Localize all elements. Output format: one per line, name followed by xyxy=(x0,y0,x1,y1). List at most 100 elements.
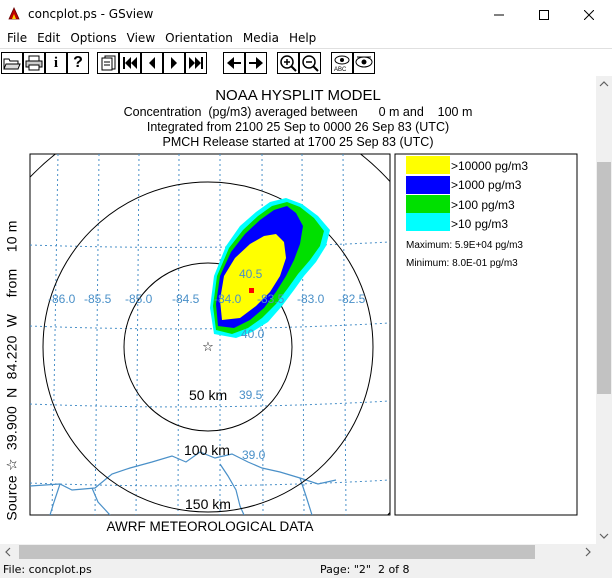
legend-swatch-blue xyxy=(406,176,450,194)
eye-button[interactable] xyxy=(353,52,375,74)
menu-orientation[interactable]: Orientation xyxy=(165,31,233,45)
lon-label: -84.0 xyxy=(214,292,242,306)
lon-label: -85.0 xyxy=(125,292,153,306)
forward-button[interactable] xyxy=(245,52,267,74)
scroll-up-icon[interactable] xyxy=(596,76,612,92)
last-page-button[interactable] xyxy=(185,52,207,74)
display-settings-button[interactable]: ABC xyxy=(331,52,353,74)
goto-page-icon xyxy=(101,55,116,71)
map-panel: ☆ -86.0 -85.5 -85.0 -84.5 -84.0 -83.5 -8… xyxy=(29,153,578,516)
horizontal-scrollbar[interactable] xyxy=(0,544,596,560)
plot-subtitle-integration: Integrated from 2100 25 Sep to 0000 26 S… xyxy=(146,120,450,134)
lat-label: 40.5 xyxy=(239,267,263,281)
ring-labels: 50 km 100 km 150 km xyxy=(184,387,231,512)
legend-label: >10000 pg/m3 xyxy=(451,159,528,173)
back-button[interactable] xyxy=(223,52,245,74)
legend-label: >100 pg/m3 xyxy=(451,198,515,212)
window-title: concplot.ps - GSview xyxy=(28,7,154,21)
menu-media[interactable]: Media xyxy=(242,31,279,45)
vertical-scrollbar[interactable] xyxy=(596,76,612,544)
lat-label: 39.5 xyxy=(239,388,263,402)
display-settings-icon: ABC xyxy=(334,55,350,72)
legend-maximum: Maximum: 5.9E+04 pg/m3 xyxy=(406,240,523,251)
plot-title: NOAA HYSPLIT MODEL xyxy=(215,87,381,104)
lon-label: -86.0 xyxy=(48,292,76,306)
zoom-in-button[interactable] xyxy=(277,52,299,74)
map-frame xyxy=(29,153,391,516)
legend-label: >10 pg/m3 xyxy=(451,217,508,231)
close-icon xyxy=(584,9,594,20)
first-page-icon xyxy=(123,57,137,69)
info-icon: i xyxy=(53,54,59,71)
next-page-icon xyxy=(171,57,177,69)
meteorological-data-label: AWRF METEOROLOGICAL DATA xyxy=(106,519,314,534)
minimize-icon xyxy=(494,14,504,15)
plot-subtitle-concentration: Concentration (pg/m3) averaged between 0… xyxy=(123,105,473,119)
first-page-button[interactable] xyxy=(119,52,141,74)
menu-options[interactable]: Options xyxy=(70,31,117,45)
lon-label: -83.0 xyxy=(297,292,325,306)
zoom-in-icon xyxy=(280,55,297,72)
help-icon: ? xyxy=(73,54,83,71)
eye-icon xyxy=(355,56,373,68)
info-button[interactable]: i xyxy=(45,52,67,74)
ring-label-100km: 100 km xyxy=(184,442,230,458)
print-button[interactable] xyxy=(23,52,45,74)
legend-labels: >10000 pg/m3 >1000 pg/m3 >100 pg/m3 >10 … xyxy=(451,159,528,231)
legend-swatch-green xyxy=(406,195,450,213)
zoom-out-button[interactable] xyxy=(299,52,321,74)
source-star-icon: ☆ xyxy=(202,340,214,355)
scroll-left-icon[interactable] xyxy=(0,544,16,560)
legend-label: >1000 pg/m3 xyxy=(451,178,522,192)
document-view[interactable]: NOAA HYSPLIT MODEL Concentration (pg/m3)… xyxy=(0,76,596,544)
title-bar: concplot.ps - GSview xyxy=(0,0,612,29)
lat-label: 40.0 xyxy=(241,327,265,341)
scroll-corner xyxy=(596,544,612,560)
longitude-labels: -86.0 -85.5 -85.0 -84.5 -84.0 -83.5 -83.… xyxy=(48,292,366,306)
back-icon xyxy=(227,57,241,69)
menu-view[interactable]: View xyxy=(126,31,156,45)
menu-bar: File Edit Options View Orientation Media… xyxy=(0,29,612,48)
prev-page-icon xyxy=(149,57,155,69)
lat-label: 39.0 xyxy=(242,448,266,462)
lon-label: -83.5 xyxy=(257,292,285,306)
scroll-right-icon[interactable] xyxy=(580,544,596,560)
toolbar: i ? ABC xyxy=(0,48,612,76)
ring-label-50km: 50 km xyxy=(189,387,227,403)
menu-edit[interactable]: Edit xyxy=(37,31,61,45)
open-button[interactable] xyxy=(1,52,23,74)
maximize-icon xyxy=(539,9,549,20)
legend-swatch-yellow xyxy=(406,156,450,174)
legend-swatch-cyan xyxy=(406,213,450,231)
horizontal-scroll-thumb[interactable] xyxy=(19,545,535,559)
menu-help[interactable]: Help xyxy=(288,31,317,45)
scroll-down-icon[interactable] xyxy=(596,528,612,544)
status-bar: File: concplot.ps Page: "2" 2 of 8 xyxy=(0,560,612,578)
next-page-button[interactable] xyxy=(163,52,185,74)
last-page-icon xyxy=(189,57,203,69)
prev-page-button[interactable] xyxy=(141,52,163,74)
goto-page-button[interactable] xyxy=(97,52,119,74)
range-rings xyxy=(30,154,390,515)
help-button[interactable]: ? xyxy=(67,52,89,74)
menu-file[interactable]: File xyxy=(7,31,28,45)
print-icon xyxy=(25,55,43,71)
plume-yellow xyxy=(220,234,286,320)
latitude-gridlines xyxy=(30,241,390,487)
forward-icon xyxy=(249,57,263,69)
status-page: Page: "2" 2 of 8 xyxy=(320,563,410,576)
vertical-scroll-thumb[interactable] xyxy=(597,162,611,394)
lon-label: -84.5 xyxy=(172,292,200,306)
plot-subtitle-release: PMCH Release started at 1700 25 Sep 83 (… xyxy=(162,135,434,149)
concentration-plume xyxy=(210,198,330,338)
maximize-button[interactable] xyxy=(521,0,567,29)
ring-label-150km: 150 km xyxy=(185,496,231,512)
minimize-button[interactable] xyxy=(476,0,522,29)
latitude-labels: 40.5 40.0 39.5 39.0 xyxy=(239,267,266,462)
legend-swatches xyxy=(406,156,450,231)
gsview-app-icon xyxy=(8,7,20,20)
lon-label: -85.5 xyxy=(84,292,112,306)
lon-label: -82.5 xyxy=(338,292,366,306)
svg-text:ABC: ABC xyxy=(334,67,347,72)
close-button[interactable] xyxy=(566,0,612,29)
